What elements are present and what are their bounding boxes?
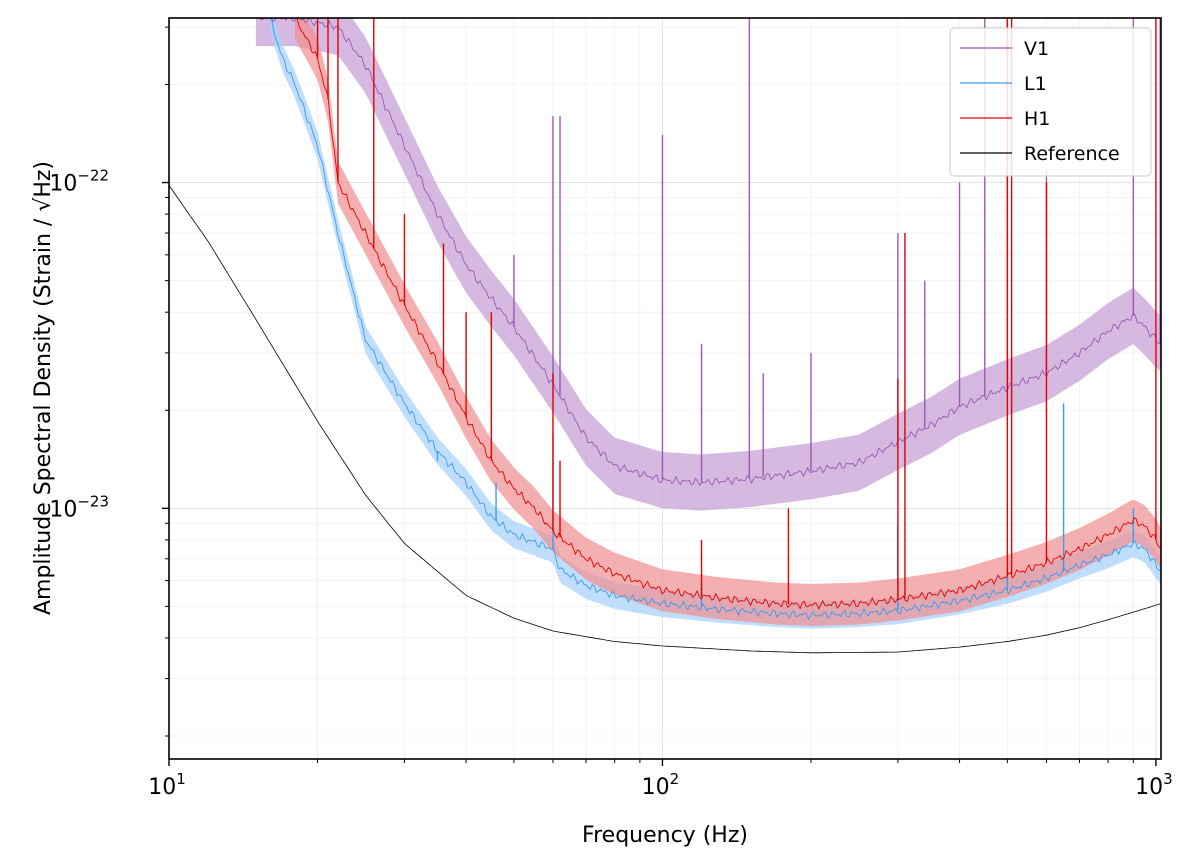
y-axis-label: Amplitude Spectral Density (Strain / √Hz…: [31, 161, 56, 615]
band-h1: [295, 18, 1161, 626]
y-tick-label: 10−23: [49, 492, 109, 522]
line-l1: [269, 18, 1161, 621]
data-layer: [169, 18, 1161, 654]
line-h1: [295, 18, 1161, 610]
x-tick-label: 101: [148, 770, 186, 800]
line-v1: [255, 18, 1161, 487]
legend-label-v1: V1: [1024, 38, 1049, 60]
legend-label-l1: L1: [1024, 73, 1047, 95]
legend-frame: [949, 27, 1152, 177]
x-tick-label: 102: [642, 770, 680, 800]
legend-label-h1: H1: [1024, 108, 1050, 130]
tick-layer: 101 102 103 10−23 10−22: [49, 26, 1173, 800]
x-axis-label: Frequency (Hz): [582, 823, 748, 848]
legend: V1 L1 H1 Reference: [949, 27, 1152, 177]
legend-label-reference: Reference: [1024, 143, 1120, 165]
plot-frame: [168, 17, 1162, 760]
x-tick-label: 103: [1135, 770, 1173, 800]
line-reference: [169, 185, 1161, 654]
y-tick-label: 10−22: [49, 167, 109, 197]
